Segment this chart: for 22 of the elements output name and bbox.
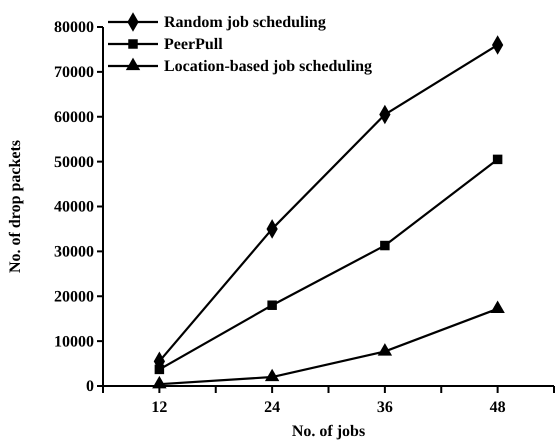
y-axis-title: No. of drop packets bbox=[7, 140, 24, 274]
y-tick-label: 20000 bbox=[54, 288, 94, 306]
y-tick-label: 0 bbox=[86, 378, 94, 396]
point bbox=[380, 240, 390, 250]
legend-label: Location-based job scheduling bbox=[164, 58, 372, 75]
point bbox=[492, 154, 502, 164]
point bbox=[267, 300, 277, 310]
y-tick-label: 50000 bbox=[54, 154, 94, 171]
y-tick-label: 70000 bbox=[54, 64, 94, 81]
y-tick-label: 40000 bbox=[54, 198, 94, 216]
x-axis-title: No. of jobs bbox=[292, 423, 366, 440]
y-tick-label: 10000 bbox=[54, 333, 94, 350]
x-tick-label: 24 bbox=[264, 399, 280, 416]
point bbox=[154, 364, 164, 374]
y-tick-label: 60000 bbox=[54, 108, 94, 126]
legend-label: Random job scheduling bbox=[164, 14, 326, 31]
y-tick-label: 80000 bbox=[54, 19, 94, 36]
x-tick-label: 36 bbox=[376, 399, 393, 416]
x-tick-label: 48 bbox=[490, 399, 506, 416]
y-tick-label: 30000 bbox=[54, 243, 94, 260]
legend-label: PeerPull bbox=[164, 36, 224, 53]
x-tick-label: 12 bbox=[151, 399, 168, 416]
